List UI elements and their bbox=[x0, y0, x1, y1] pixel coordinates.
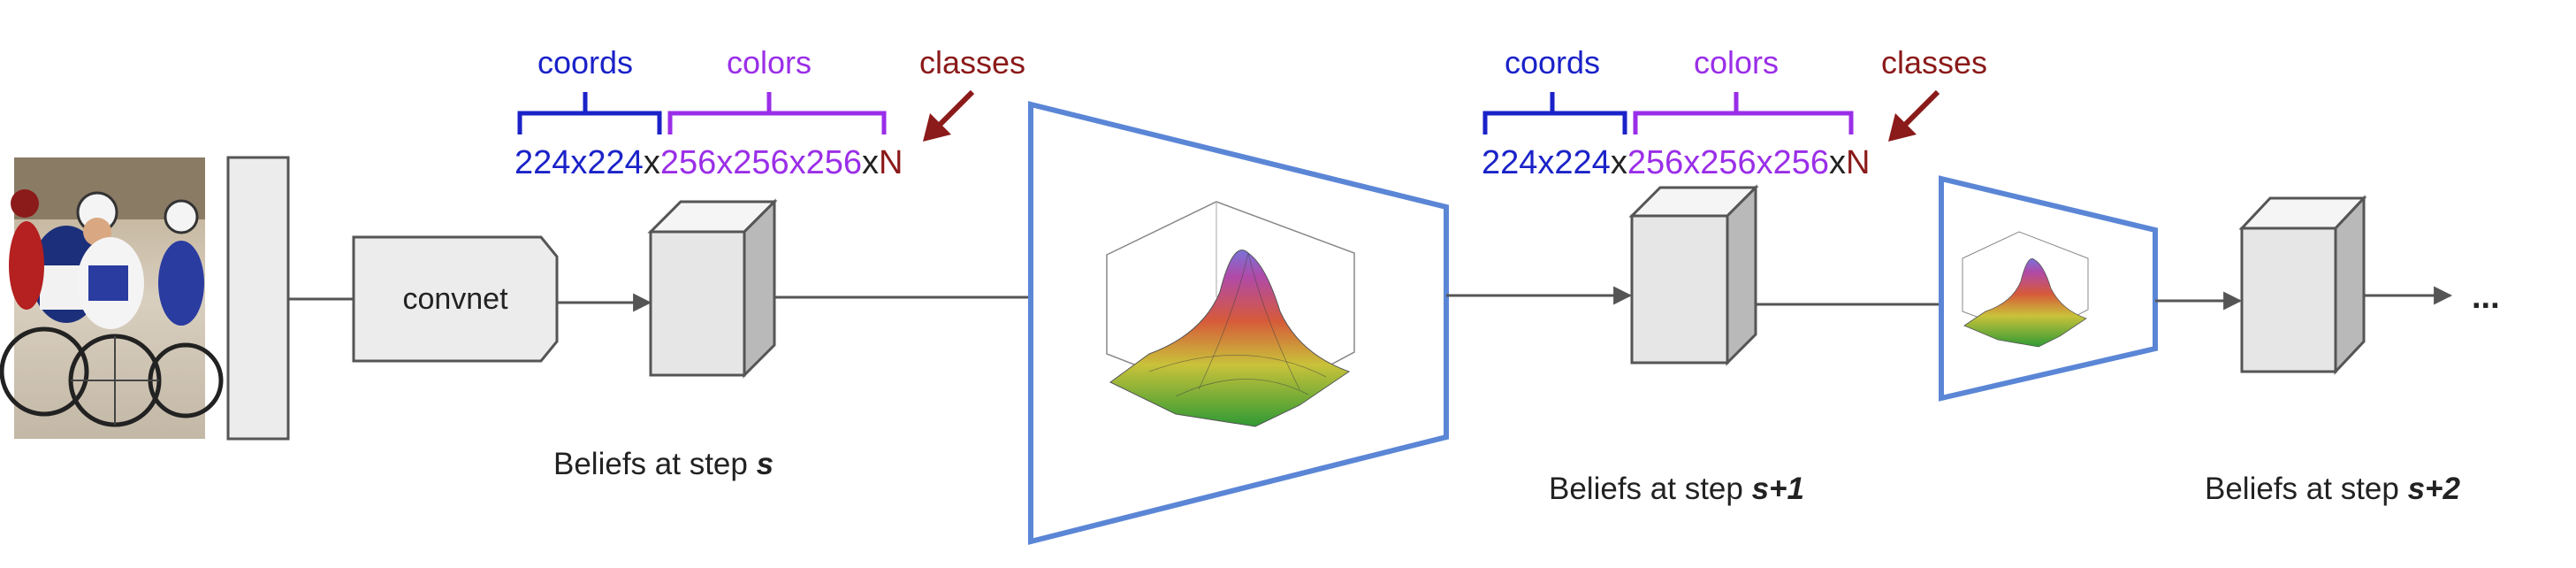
stage1-dimension-labels: coords colors classes 224x224x256x256x25… bbox=[514, 44, 1025, 481]
stage2-dims-classes: N bbox=[1846, 144, 1870, 181]
convnet-label: convnet bbox=[402, 282, 508, 316]
stage1-dims-coords: 224x224 bbox=[514, 144, 644, 181]
stage1-caption-prefix: Beliefs at step bbox=[553, 447, 757, 481]
input-layer bbox=[226, 156, 290, 441]
belief-cube-s1 bbox=[1628, 184, 1759, 366]
stage2-dimension-labels: coords colors classes 224x224x256x256x25… bbox=[1482, 44, 1987, 506]
stage1-coords-label: coords bbox=[537, 44, 633, 81]
belief-cube-s bbox=[647, 198, 778, 379]
gaussian-surface-plot-1 bbox=[1106, 201, 1355, 427]
stage1-coords-brace bbox=[517, 92, 662, 134]
belief-update-funnel-2 bbox=[1939, 175, 2158, 402]
stage1-classes-label: classes bbox=[919, 44, 1025, 81]
stage1-dims-classes: N bbox=[879, 144, 903, 181]
stage2-dims-coords: 224x224 bbox=[1482, 144, 1611, 181]
stage1-colors-brace bbox=[667, 92, 887, 134]
belief-update-funnel-1 bbox=[1028, 101, 1449, 545]
stage2-caption: Beliefs at step s+1 bbox=[1549, 472, 1804, 506]
stage2-dims-colors: 256x256x256 bbox=[1627, 144, 1829, 181]
stage2-classes-arrow bbox=[1900, 89, 1940, 130]
stage2-caption-prefix: Beliefs at step bbox=[1549, 472, 1752, 506]
stage1-dims-colors: 256x256x256 bbox=[660, 144, 862, 181]
belief-cube-s2 bbox=[2238, 195, 2367, 375]
stage2-classes-label: classes bbox=[1881, 44, 1987, 81]
stage3-caption: Beliefs at step s+2 bbox=[2205, 472, 2460, 506]
stage1-colors-label: colors bbox=[727, 44, 812, 81]
continuation-ellipsis: ... bbox=[2472, 279, 2500, 316]
stage2-coords-brace bbox=[1482, 92, 1627, 134]
stage1-dims-x2: x bbox=[862, 144, 879, 181]
stage1-caption-step: s bbox=[757, 447, 774, 481]
stage1-dims-x1: x bbox=[644, 144, 660, 181]
stage1-dimensions: 224x224x256x256x256xN bbox=[514, 144, 903, 181]
stage1-caption: Beliefs at step s bbox=[553, 447, 774, 481]
stage2-dimensions: 224x224x256x256x256xN bbox=[1482, 144, 1870, 181]
stage1-classes-arrow bbox=[934, 89, 975, 130]
stage2-colors-label: colors bbox=[1694, 44, 1779, 81]
stage2-caption-step: s+1 bbox=[1752, 472, 1804, 506]
stage2-dims-x2: x bbox=[1829, 144, 1846, 181]
stage3-caption-step: s+2 bbox=[2408, 472, 2461, 506]
stage2-colors-brace bbox=[1633, 92, 1854, 134]
gaussian-surface-plot-2 bbox=[1962, 231, 2089, 348]
stage2-coords-label: coords bbox=[1505, 44, 1600, 81]
stage3-caption-prefix: Beliefs at step bbox=[2205, 472, 2408, 506]
convnet-block: convnet bbox=[352, 235, 559, 363]
stage2-dims-x1: x bbox=[1611, 144, 1627, 181]
input-image bbox=[0, 157, 224, 439]
